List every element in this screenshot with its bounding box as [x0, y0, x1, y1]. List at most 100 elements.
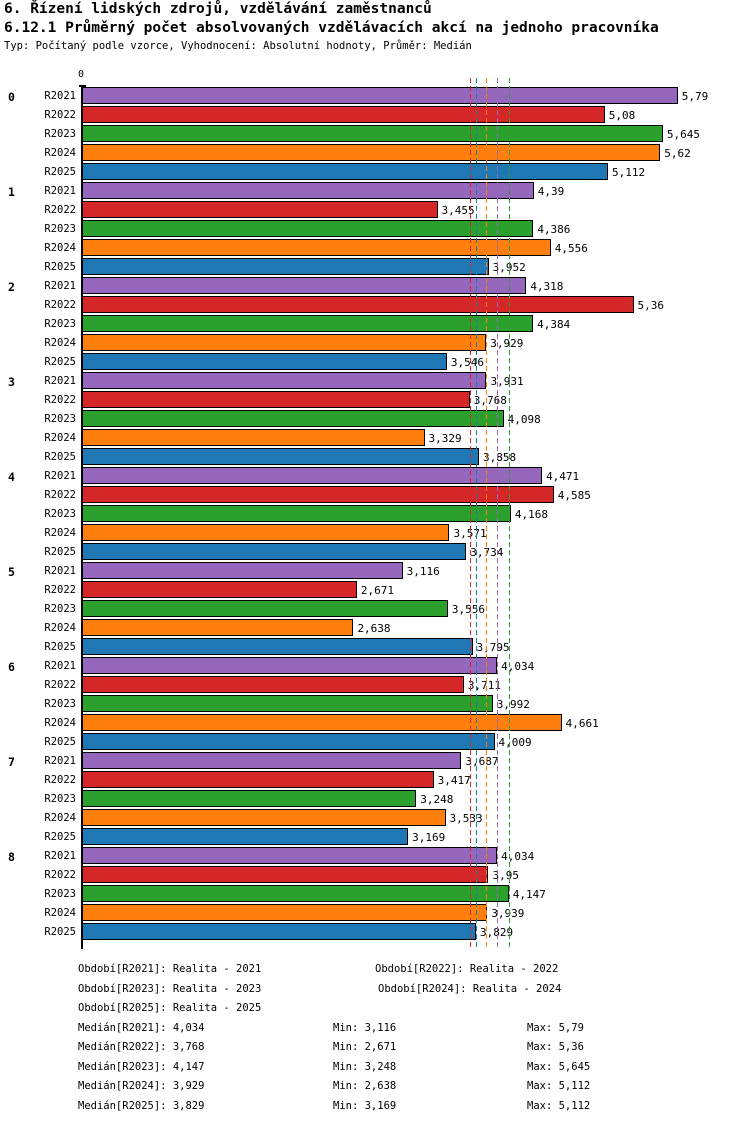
series-row-label: R2024	[44, 527, 76, 539]
legend-min-r2021: Min: 3,116	[333, 1021, 397, 1034]
series-row-label: R2025	[44, 166, 76, 178]
bar-value-label: 4,661	[565, 717, 599, 730]
legend-period-r2022: Období[R2022]: Realita - 2022	[375, 963, 559, 975]
bar-value-label: 4,147	[512, 888, 546, 901]
chart-legend: Období[R2021]: Realita - 2021 Období[R20…	[0, 963, 750, 1119]
bar-r2023-group-6[interactable]	[82, 695, 493, 712]
bar-value-label: 3,711	[467, 679, 501, 692]
bar-r2024-group-1[interactable]	[82, 239, 551, 256]
series-row-label: R2025	[44, 641, 76, 653]
bar-r2021-group-3[interactable]	[82, 372, 487, 389]
bar-r2022-group-3[interactable]	[82, 391, 470, 408]
bar-r2024-group-6[interactable]	[82, 714, 562, 731]
series-row-label: R2025	[44, 831, 76, 843]
bar-value-label: 3,795	[476, 641, 510, 654]
bar-value-label: 3,556	[451, 603, 486, 616]
bar-value-label: 2,671	[360, 584, 394, 597]
bar-r2025-group-4[interactable]	[82, 543, 467, 560]
bar-r2024-group-7[interactable]	[82, 809, 446, 826]
bar-r2023-group-4[interactable]	[82, 505, 511, 522]
bar-value-label: 3,248	[420, 793, 454, 806]
legend-row-stats-2: Medián[R2022]: 3,768 Min: 2,671 Max: 5,3…	[0, 1041, 750, 1061]
bar-r2022-group-6[interactable]	[82, 676, 464, 693]
bar-r2024-group-5[interactable]	[82, 619, 354, 636]
series-row-label: R2022	[44, 489, 76, 501]
bar-r2023-group-1[interactable]	[82, 220, 534, 237]
bar-r2025-group-0[interactable]	[82, 163, 609, 180]
series-row-label: R2022	[44, 109, 76, 121]
series-row-label: R2023	[44, 888, 76, 900]
bar-r2023-group-5[interactable]	[82, 600, 448, 617]
series-row-label: R2022	[44, 394, 76, 406]
legend-min-r2022: Min: 2,671	[333, 1041, 397, 1053]
legend-row-stats-5: Medián[R2025]: 3,829 Min: 3,169 Max: 5,1…	[0, 1100, 750, 1120]
bar-value-label: 5,08	[608, 109, 636, 122]
bar-r2025-group-1[interactable]	[82, 258, 489, 275]
bar-value-label: 5,62	[664, 147, 691, 160]
bar-r2022-group-5[interactable]	[82, 581, 357, 598]
bar-r2025-group-8[interactable]	[82, 923, 476, 940]
series-row-label: R2021	[44, 280, 76, 292]
series-row-label: R2022	[44, 679, 76, 691]
bar-r2023-group-2[interactable]	[82, 315, 534, 332]
bar-r2024-group-8[interactable]	[82, 904, 488, 921]
series-row-label: R2022	[44, 584, 76, 596]
bar-value-label: 5,79	[681, 90, 709, 103]
bar-r2024-group-0[interactable]	[82, 144, 661, 161]
bar-r2023-group-8[interactable]	[82, 885, 509, 902]
bar-r2021-group-5[interactable]	[82, 562, 403, 579]
bar-r2022-group-0[interactable]	[82, 106, 605, 123]
bar-r2021-group-0[interactable]	[82, 87, 678, 104]
bar-r2023-group-7[interactable]	[82, 790, 417, 807]
bar-chart-plot-area: 0 0 R2021 5,79 R2022 5,08 R2023 5,645 R2024 5,62…	[0, 68, 750, 958]
bar-r2021-group-4[interactable]	[82, 467, 543, 484]
bar-r2021-group-2[interactable]	[82, 277, 527, 294]
bar-r2024-group-2[interactable]	[82, 334, 487, 351]
bar-r2021-group-1[interactable]	[82, 182, 534, 199]
bar-value-label: 3,829	[480, 927, 513, 938]
bar-value-label: 5,36	[637, 299, 665, 312]
series-row-label: R2023	[44, 413, 76, 425]
series-row-label: R2021	[44, 660, 76, 672]
series-row-label: R2023	[44, 793, 76, 805]
bar-r2024-group-3[interactable]	[82, 429, 425, 446]
bar-r2023-group-0[interactable]	[82, 125, 663, 142]
series-row-label: R2022	[44, 299, 76, 311]
bar-r2022-group-2[interactable]	[82, 296, 634, 313]
bar-r2021-group-6[interactable]	[82, 657, 498, 674]
series-row-label: R2024	[44, 432, 76, 444]
bar-r2024-group-4[interactable]	[82, 524, 450, 541]
group-index-label: 7	[8, 755, 15, 769]
series-row-label: R2024	[44, 907, 76, 919]
group-index-label: 6	[8, 660, 15, 674]
bar-r2021-group-8[interactable]	[82, 847, 498, 864]
bar-r2022-group-7[interactable]	[82, 771, 434, 788]
bar-r2022-group-1[interactable]	[82, 201, 438, 218]
series-row-label: R2025	[44, 356, 76, 368]
series-row-label: R2025	[44, 546, 76, 558]
bar-r2022-group-8[interactable]	[82, 866, 489, 883]
legend-max-r2023: Max: 5,645	[527, 1060, 591, 1073]
page-title-line2: 6.12.1 Průměrný počet absolvovaných vzdě…	[4, 20, 659, 36]
bar-value-label: 3,417	[437, 774, 471, 787]
bar-value-label: 3,768	[473, 394, 507, 407]
bar-r2025-group-5[interactable]	[82, 638, 473, 655]
bar-r2025-group-3[interactable]	[82, 448, 479, 465]
series-row-label: R2022	[44, 774, 76, 786]
bar-r2025-group-2[interactable]	[82, 353, 447, 370]
bar-r2022-group-4[interactable]	[82, 486, 554, 503]
bar-value-label: 4,471	[546, 470, 580, 483]
bar-value-label: 4,168	[514, 508, 548, 521]
bar-value-label: 4,034	[501, 850, 535, 863]
bar-value-label: 3,858	[482, 451, 517, 464]
group-index-label: 5	[8, 565, 15, 579]
chart-header: 6. Řízení lidských zdrojů, vzdělávání za…	[4, 0, 659, 54]
bar-r2021-group-7[interactable]	[82, 752, 462, 769]
bar-r2025-group-7[interactable]	[82, 828, 409, 845]
bar-value-label: 3,169	[412, 831, 446, 844]
bar-value-label: 3,992	[496, 698, 530, 711]
bar-r2025-group-6[interactable]	[82, 733, 495, 750]
bar-value-label: 4,009	[498, 736, 532, 749]
legend-row-periods-2: Období[R2023]: Realita - 2023 Období[R20…	[0, 983, 750, 1003]
bar-r2023-group-3[interactable]	[82, 410, 504, 427]
